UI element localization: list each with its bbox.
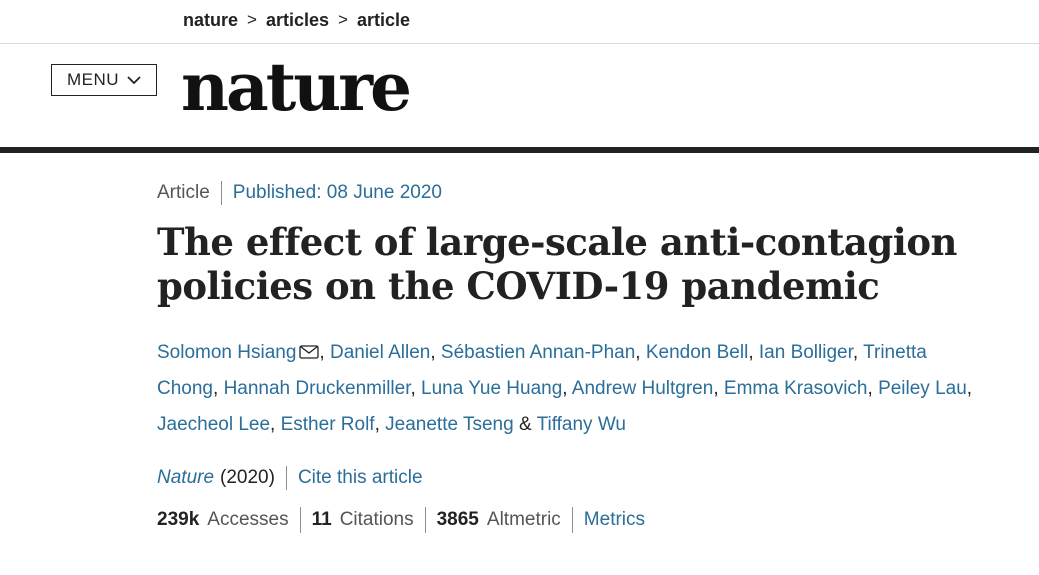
header-divider bbox=[0, 147, 1039, 153]
menu-button[interactable]: MENU bbox=[51, 64, 157, 96]
divider bbox=[571, 507, 573, 533]
author-link[interactable]: Sébastien Annan-Phan bbox=[440, 342, 636, 363]
author-link[interactable]: Jaecheol Lee bbox=[157, 414, 271, 435]
author-list: Solomon Hsiang, Daniel Allen, Sébastien … bbox=[157, 342, 973, 435]
metrics-bar: 239k Accesses 11 Citations 3865 Altmetri… bbox=[157, 506, 645, 534]
title-line-2: policies on the COVID-19 pandemic bbox=[157, 264, 880, 308]
published-date: Published: 08 June 2020 bbox=[232, 182, 442, 203]
divider bbox=[299, 507, 301, 533]
top-divider bbox=[0, 43, 1039, 44]
chevron-down-icon bbox=[127, 76, 141, 85]
citations-label: Citations bbox=[339, 509, 414, 530]
author-link[interactable]: Solomon Hsiang bbox=[157, 342, 297, 363]
author-link[interactable]: Trinetta Chong bbox=[157, 342, 927, 399]
divider bbox=[220, 181, 222, 205]
altmetric-score: 3865 bbox=[436, 509, 479, 530]
menu-label: MENU bbox=[66, 70, 120, 89]
metrics-link[interactable]: Metrics bbox=[583, 509, 646, 530]
breadcrumb-article: article bbox=[356, 9, 410, 30]
author-link[interactable]: Luna Yue Huang bbox=[421, 378, 563, 399]
divider bbox=[285, 466, 287, 490]
accesses-label: Accesses bbox=[207, 509, 289, 530]
author-link[interactable]: Tiffany Wu bbox=[536, 414, 626, 435]
publication-year: (2020) bbox=[220, 467, 275, 488]
author-link[interactable]: Kendon Bell bbox=[645, 342, 749, 363]
breadcrumb-separator: > bbox=[338, 10, 348, 29]
accesses-count: 239k bbox=[157, 509, 200, 530]
article-type: Article bbox=[157, 182, 210, 203]
email-icon[interactable] bbox=[299, 345, 320, 359]
article-title: The effect of large-scale anti-contagion… bbox=[157, 220, 1017, 308]
journal-link[interactable]: Nature bbox=[157, 467, 215, 488]
cite-this-article-link[interactable]: Cite this article bbox=[297, 467, 423, 488]
breadcrumb-articles[interactable]: articles bbox=[265, 9, 329, 30]
altmetric-label: Altmetric bbox=[486, 509, 561, 530]
citations-count: 11 bbox=[311, 509, 332, 530]
title-line-1: The effect of large-scale anti-contagion bbox=[157, 220, 957, 264]
author-link[interactable]: Hannah Druckenmiller bbox=[223, 378, 411, 399]
article-meta: Article Published: 08 June 2020 bbox=[157, 180, 442, 206]
author-link[interactable]: Emma Krasovich bbox=[723, 378, 868, 399]
citation-line: Nature (2020) Cite this article bbox=[157, 465, 423, 491]
nature-logo[interactable]: nature bbox=[181, 48, 412, 126]
breadcrumb: nature > articles > article bbox=[183, 8, 410, 32]
author-link[interactable]: Esther Rolf bbox=[280, 414, 375, 435]
author-link[interactable]: Andrew Hultgren bbox=[571, 378, 714, 399]
author-link[interactable]: Ian Bolliger bbox=[758, 342, 853, 363]
breadcrumb-separator: > bbox=[247, 10, 257, 29]
author-link[interactable]: Jeanette Tseng bbox=[385, 414, 514, 435]
author-link[interactable]: Daniel Allen bbox=[329, 342, 431, 363]
divider bbox=[424, 507, 426, 533]
breadcrumb-nature[interactable]: nature bbox=[183, 9, 239, 30]
author-link[interactable]: Peiley Lau bbox=[878, 378, 967, 399]
